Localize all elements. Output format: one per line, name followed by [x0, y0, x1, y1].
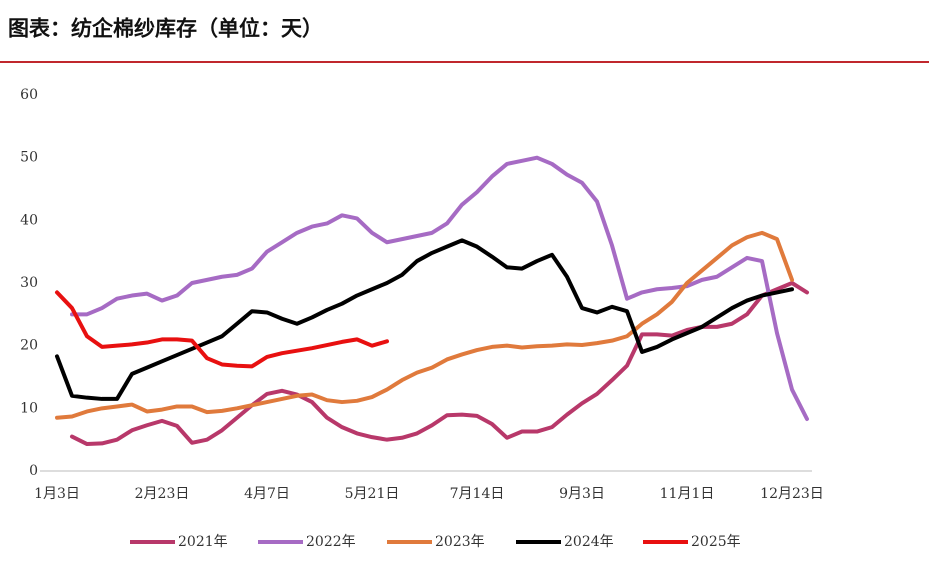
y-tick-label: 10: [20, 400, 38, 416]
x-tick-label: 1月3日: [34, 486, 80, 502]
legend-label: 2024年: [564, 534, 614, 550]
y-tick-label: 50: [20, 150, 38, 166]
series-line: [70, 281, 809, 447]
x-tick-label: 12月23日: [760, 486, 824, 502]
y-tick-label: 30: [20, 275, 38, 291]
series-line: [55, 290, 389, 369]
legend-label: 2022年: [306, 534, 356, 550]
x-tick-label: 9月3日: [559, 486, 605, 502]
series-line: [55, 230, 794, 420]
chart-title: 图表：纺企棉纱库存（单位：天）: [8, 16, 323, 41]
y-tick-label: 60: [20, 87, 38, 103]
x-tick-label: 7月14日: [450, 486, 505, 502]
legend-label: 2025年: [691, 534, 741, 550]
y-tick-label: 20: [20, 338, 38, 354]
y-tick-label: 0: [29, 463, 38, 479]
series-line: [70, 155, 809, 421]
series-line: [55, 238, 794, 401]
x-tick-label: 11月1日: [660, 486, 715, 502]
legend-label: 2023年: [435, 534, 485, 550]
x-tick-label: 5月21日: [345, 486, 400, 502]
x-tick-label: 4月7日: [244, 486, 290, 502]
y-tick-label: 40: [20, 212, 38, 228]
legend-label: 2021年: [178, 534, 228, 550]
x-tick-label: 2月23日: [135, 486, 190, 502]
